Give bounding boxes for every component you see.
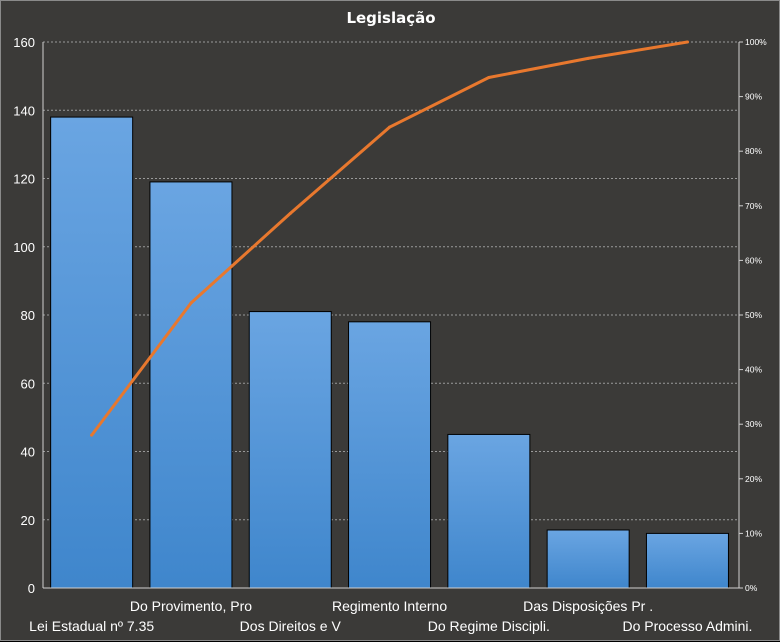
bar (149, 181, 233, 589)
y-tick-label: 60 (21, 376, 35, 391)
line-point (487, 75, 491, 79)
y2-tick-label: 80% (745, 146, 762, 156)
y2-tick-label: 10% (745, 528, 762, 538)
line-point (288, 211, 292, 215)
y-tick-label: 40 (21, 445, 35, 460)
bar (546, 529, 630, 589)
y2-tick-label: 0% (745, 583, 758, 593)
x-tick-label: Do Provimento, Pro (130, 598, 252, 614)
y2-tick-label: 100% (745, 37, 767, 47)
y2-tick-label: 90% (745, 92, 762, 102)
x-tick-label: Dos Direitos e V (240, 618, 342, 634)
bar (50, 116, 134, 589)
x-tick-label: Do Processo Admini. (622, 618, 752, 634)
y2-tick-label: 60% (745, 255, 762, 265)
bar (447, 433, 531, 589)
y-tick-label: 100 (13, 240, 35, 255)
y-tick-label: 160 (13, 35, 35, 50)
bar (248, 311, 332, 589)
x-tick-label: Regimento Interno (332, 598, 447, 614)
x-tick-label: Lei Estadual nº 7.35 (29, 618, 154, 634)
y-tick-label: 80 (21, 308, 35, 323)
y-tick-label: 120 (13, 172, 35, 187)
chart-title: Legislação (346, 9, 436, 27)
y-tick-label: 20 (21, 513, 35, 528)
line-point (685, 40, 689, 44)
line-point (586, 56, 590, 60)
x-tick-label: Do Regime Discipli. (428, 618, 550, 634)
y-tick-label: 140 (13, 103, 35, 118)
bar (645, 532, 729, 589)
y2-tick-label: 30% (745, 419, 762, 429)
line-point (90, 433, 94, 437)
x-tick-label: Das Disposições Pr . (523, 598, 653, 614)
y-tick-label: 0 (28, 581, 35, 596)
line-point (388, 125, 392, 129)
y2-tick-label: 70% (745, 201, 762, 211)
y2-tick-label: 40% (745, 365, 762, 375)
y2-tick-label: 20% (745, 474, 762, 484)
y2-tick-label: 50% (745, 310, 762, 320)
bar (348, 321, 432, 589)
line-point (189, 301, 193, 305)
